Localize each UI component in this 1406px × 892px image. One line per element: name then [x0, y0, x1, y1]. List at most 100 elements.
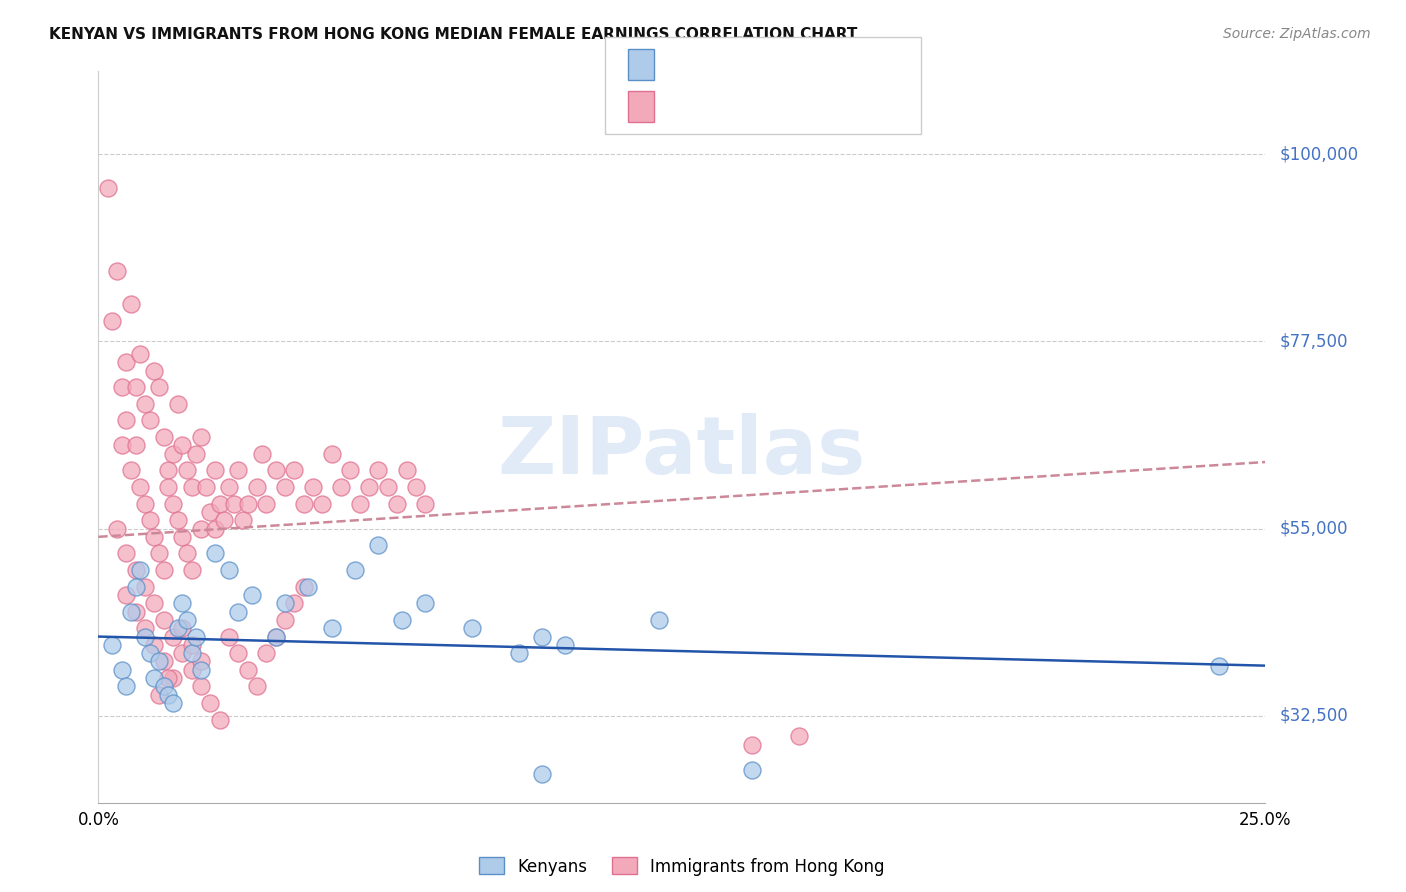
Point	[180, 563, 202, 577]
Point	[413, 596, 436, 610]
Point	[264, 463, 287, 477]
Point	[152, 680, 174, 694]
Point	[162, 671, 184, 685]
Point	[143, 363, 166, 377]
Point	[264, 630, 287, 644]
Point	[256, 497, 278, 511]
Point	[218, 480, 240, 494]
Point	[204, 463, 226, 477]
Point	[157, 688, 180, 702]
Point	[190, 680, 212, 694]
Point	[129, 563, 152, 577]
Point	[554, 638, 576, 652]
Point	[377, 480, 399, 494]
Text: $100,000: $100,000	[1279, 145, 1358, 163]
Point	[134, 497, 156, 511]
Point	[97, 180, 120, 194]
Point	[115, 355, 138, 369]
Point	[139, 413, 162, 427]
Point	[125, 438, 148, 452]
Point	[172, 596, 194, 610]
Point	[120, 605, 142, 619]
Point	[148, 380, 170, 394]
Point	[787, 729, 810, 743]
Point	[111, 438, 134, 452]
Point	[204, 521, 226, 535]
Point	[339, 463, 361, 477]
Point	[222, 497, 245, 511]
Point	[139, 646, 162, 660]
Point	[283, 463, 305, 477]
Text: R =  0.036   N = 103: R = 0.036 N = 103	[668, 97, 868, 116]
Point	[180, 646, 202, 660]
Point	[152, 430, 174, 444]
Point	[157, 480, 180, 494]
Point	[236, 663, 259, 677]
Point	[246, 480, 269, 494]
Point	[180, 638, 202, 652]
Point	[148, 655, 170, 669]
Point	[405, 480, 427, 494]
Point	[190, 655, 212, 669]
Point	[391, 613, 413, 627]
Point	[344, 563, 367, 577]
Point	[166, 397, 188, 411]
Point	[143, 596, 166, 610]
Point	[162, 696, 184, 710]
Point	[200, 696, 222, 710]
Point	[115, 680, 138, 694]
Point	[236, 497, 259, 511]
Point	[162, 630, 184, 644]
Point	[143, 530, 166, 544]
Point	[1208, 658, 1230, 673]
Point	[139, 513, 162, 527]
Point	[242, 588, 264, 602]
Point	[274, 480, 297, 494]
Point	[228, 463, 250, 477]
Point	[741, 763, 763, 777]
Point	[321, 621, 343, 635]
Point	[157, 463, 180, 477]
Point	[330, 480, 353, 494]
Point	[148, 546, 170, 560]
Point	[292, 497, 315, 511]
Point	[134, 630, 156, 644]
Point	[101, 314, 124, 328]
Point	[125, 605, 148, 619]
Point	[172, 530, 194, 544]
Point	[134, 397, 156, 411]
Point	[190, 663, 212, 677]
Text: ZIPatlas: ZIPatlas	[498, 413, 866, 491]
Point	[120, 297, 142, 311]
Point	[176, 613, 198, 627]
Point	[218, 630, 240, 644]
Point	[143, 638, 166, 652]
Point	[741, 738, 763, 752]
Point	[129, 347, 152, 361]
Point	[176, 463, 198, 477]
Point	[385, 497, 408, 511]
Point	[172, 438, 194, 452]
Point	[172, 646, 194, 660]
Point	[166, 513, 188, 527]
Point	[461, 621, 484, 635]
Point	[134, 580, 156, 594]
Point	[367, 538, 389, 552]
Point	[172, 621, 194, 635]
Point	[246, 680, 269, 694]
Point	[274, 613, 297, 627]
Point	[176, 546, 198, 560]
Point	[190, 521, 212, 535]
Point	[208, 497, 231, 511]
Text: $32,500: $32,500	[1279, 706, 1348, 724]
Point	[264, 630, 287, 644]
Point	[115, 588, 138, 602]
Point	[105, 264, 128, 278]
Point	[157, 671, 180, 685]
Point	[134, 621, 156, 635]
Point	[292, 580, 315, 594]
Point	[349, 497, 371, 511]
Point	[359, 480, 381, 494]
Point	[105, 521, 128, 535]
Point	[162, 447, 184, 461]
